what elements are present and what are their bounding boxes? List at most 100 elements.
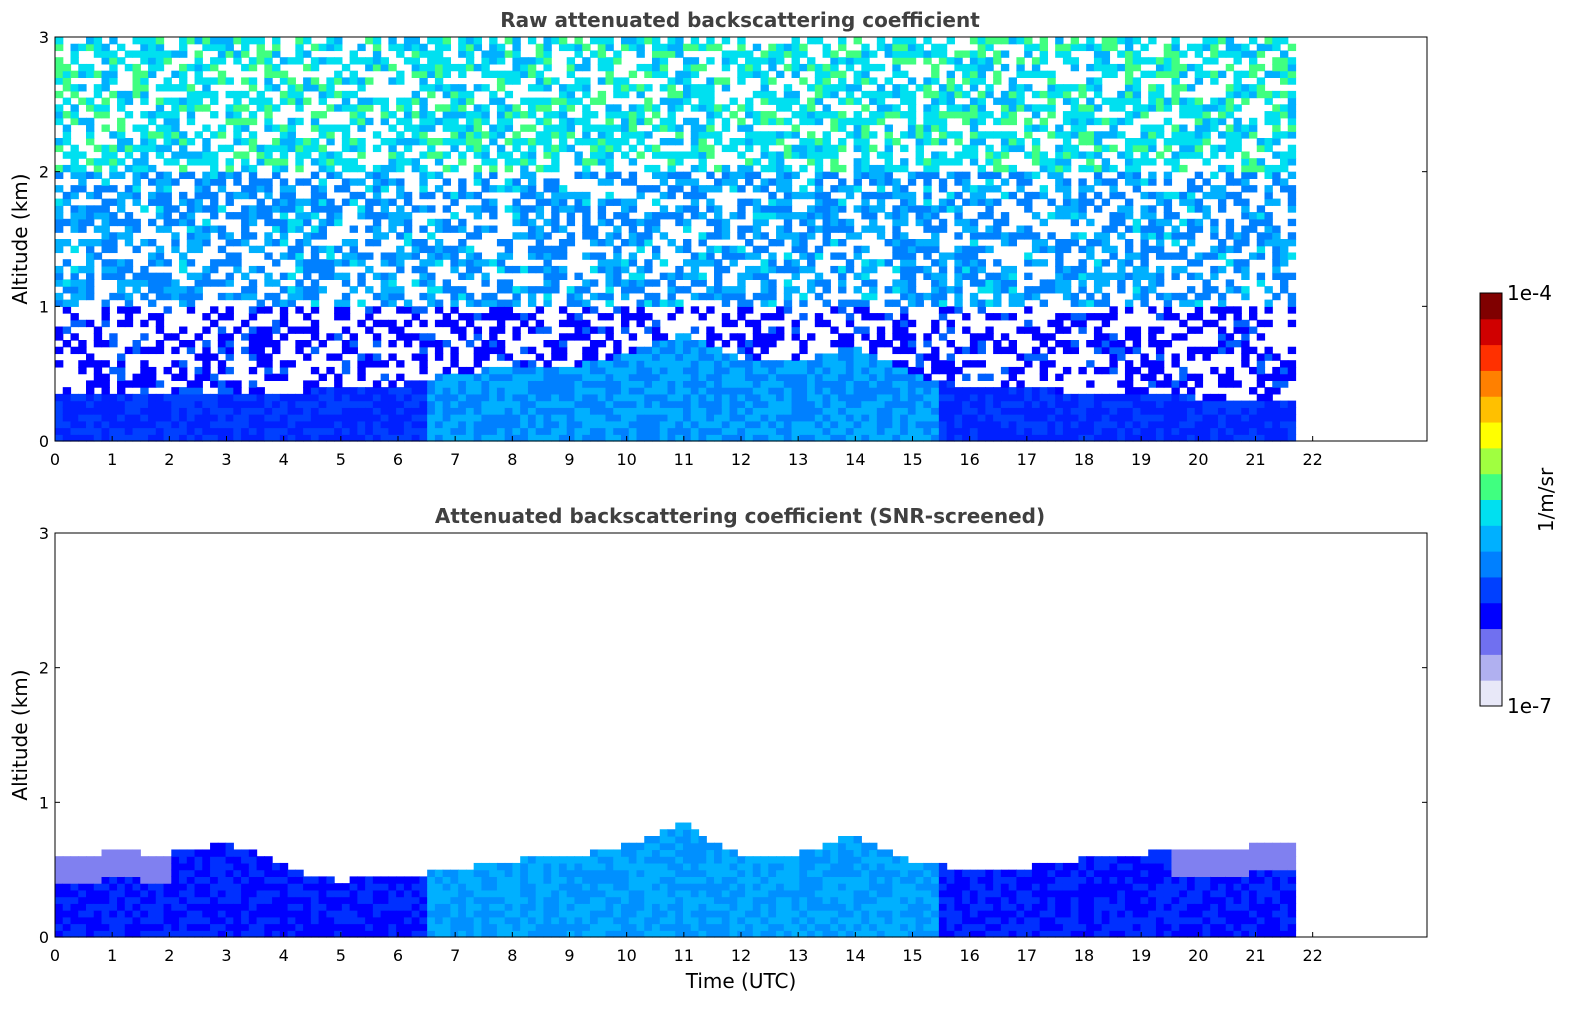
heatmap-cell <box>217 259 227 267</box>
heatmap-cell <box>372 232 382 240</box>
heatmap-cell <box>876 380 886 388</box>
heatmap-cell <box>62 239 72 247</box>
heatmap-cell <box>78 366 87 375</box>
heatmap-cell <box>248 380 258 388</box>
heatmap-cell <box>822 218 831 227</box>
heatmap-cell <box>799 111 808 119</box>
heatmap-cell <box>148 373 157 381</box>
heatmap-cell <box>1070 292 1080 301</box>
heatmap-cell <box>1062 434 1072 442</box>
heatmap-cell <box>279 124 289 132</box>
heatmap-cell <box>310 191 320 200</box>
heatmap-cell <box>1039 185 1049 193</box>
heatmap-cell <box>605 117 614 126</box>
heatmap-cell <box>892 380 901 388</box>
heatmap-cell <box>822 90 831 99</box>
heatmap-cell <box>535 407 545 415</box>
heatmap-cell <box>977 245 986 254</box>
heatmap-cell <box>496 117 506 126</box>
heatmap-cell <box>450 299 459 307</box>
heatmap-cell <box>140 434 149 442</box>
heatmap-cell <box>946 84 955 92</box>
heatmap-cell <box>1070 319 1080 328</box>
heatmap-cell <box>892 434 901 442</box>
heatmap-cell <box>760 212 769 220</box>
heatmap-cell <box>814 360 824 368</box>
heatmap-cell <box>427 50 436 58</box>
heatmap-cell <box>582 400 591 408</box>
heatmap-cell <box>124 232 134 240</box>
heatmap-cell <box>845 420 855 429</box>
heatmap-cell <box>760 245 769 254</box>
heatmap-cell <box>202 185 211 193</box>
heatmap-cell <box>814 70 824 78</box>
heatmap-cell <box>442 164 452 173</box>
heatmap-cell <box>814 90 824 99</box>
heatmap-cell <box>419 346 428 355</box>
heatmap-cell <box>993 198 1002 206</box>
heatmap-cell <box>566 57 576 65</box>
heatmap-cell <box>194 373 203 381</box>
heatmap-cell <box>962 90 971 99</box>
heatmap-cell <box>605 232 614 240</box>
heatmap-cell <box>760 77 769 85</box>
heatmap-cell <box>659 117 669 126</box>
heatmap-cell <box>900 205 909 213</box>
heatmap-cell <box>861 265 870 274</box>
heatmap-cell <box>543 37 552 45</box>
heatmap-cell <box>496 427 506 435</box>
heatmap-cell <box>1078 104 1087 112</box>
heatmap-cell <box>783 50 793 58</box>
heatmap-cell <box>814 138 824 146</box>
heatmap-cell <box>582 117 591 126</box>
heatmap-cell <box>884 366 893 375</box>
heatmap-cell <box>737 272 746 280</box>
heatmap-cell <box>582 414 591 422</box>
heatmap-cell <box>962 104 971 112</box>
heatmap-cell <box>636 43 645 52</box>
heatmap-cell <box>636 50 645 58</box>
heatmap-cell <box>946 353 955 361</box>
heatmap-cell <box>923 124 932 132</box>
heatmap-cell <box>845 353 855 361</box>
heatmap-cell <box>683 393 692 402</box>
heatmap-cell <box>582 420 591 429</box>
heatmap-cell <box>388 299 397 307</box>
heatmap-cell <box>1008 414 1017 422</box>
heatmap-cell <box>969 299 979 307</box>
heatmap-cell <box>357 360 366 368</box>
heatmap-cell <box>597 400 607 408</box>
heatmap-cell <box>900 158 909 166</box>
heatmap-cell <box>1062 420 1072 429</box>
heatmap-cell <box>931 117 940 126</box>
heatmap-cell <box>807 414 816 422</box>
heatmap-cell <box>264 232 273 240</box>
heatmap-cell <box>845 366 855 375</box>
heatmap-cell <box>652 57 661 65</box>
heatmap-cell <box>434 171 444 179</box>
heatmap-cell <box>892 400 901 408</box>
heatmap-cell <box>814 353 824 361</box>
heatmap-cell <box>768 299 777 307</box>
heatmap-cell <box>341 239 351 247</box>
heatmap-cell <box>93 360 103 368</box>
heatmap-cell <box>752 319 762 328</box>
heatmap-cell <box>574 393 583 402</box>
heatmap-cell <box>527 63 537 72</box>
heatmap-cell <box>1039 218 1049 227</box>
heatmap-cell <box>101 414 110 422</box>
heatmap-cell <box>721 124 731 132</box>
heatmap-cell <box>279 319 289 328</box>
heatmap-cell <box>481 225 490 233</box>
heatmap-cell <box>186 63 196 72</box>
heatmap-cell <box>1039 43 1049 52</box>
heatmap-cell <box>745 387 754 395</box>
heatmap-cell <box>1055 43 1064 52</box>
heatmap-cell <box>768 178 777 186</box>
heatmap-cell <box>535 265 545 274</box>
heatmap-cell <box>830 380 839 388</box>
heatmap-cell <box>993 272 1002 280</box>
heatmap-cell <box>807 104 816 112</box>
heatmap-cell <box>140 239 149 247</box>
heatmap-cell <box>605 313 614 321</box>
